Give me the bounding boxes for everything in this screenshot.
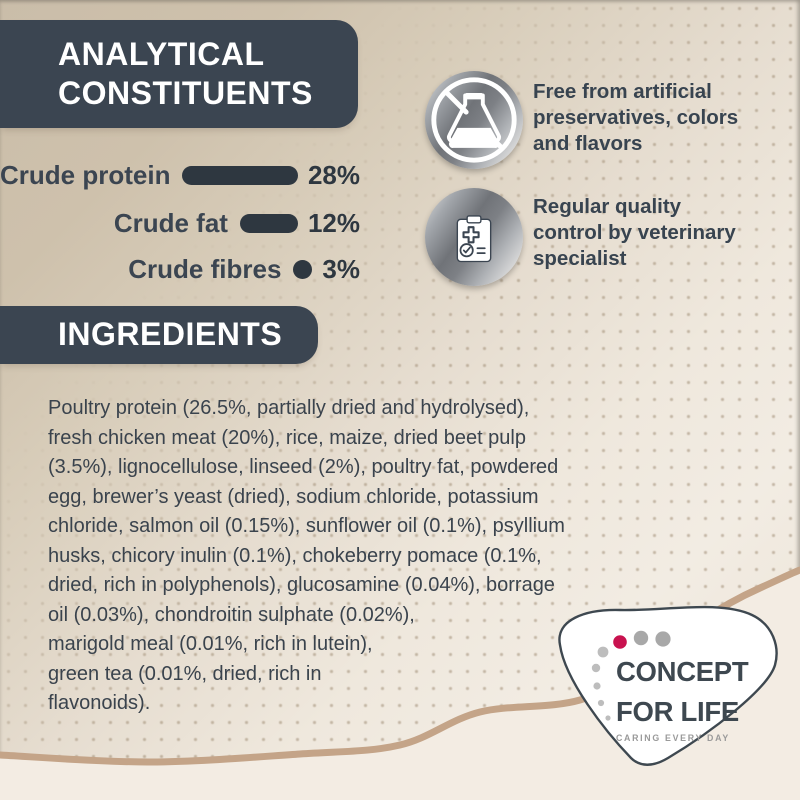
svg-text:CONCEPT: CONCEPT: [616, 656, 749, 687]
svg-text:CARING EVERY DAY: CARING EVERY DAY: [616, 733, 730, 743]
svg-text:FOR LIFE: FOR LIFE: [616, 696, 739, 727]
